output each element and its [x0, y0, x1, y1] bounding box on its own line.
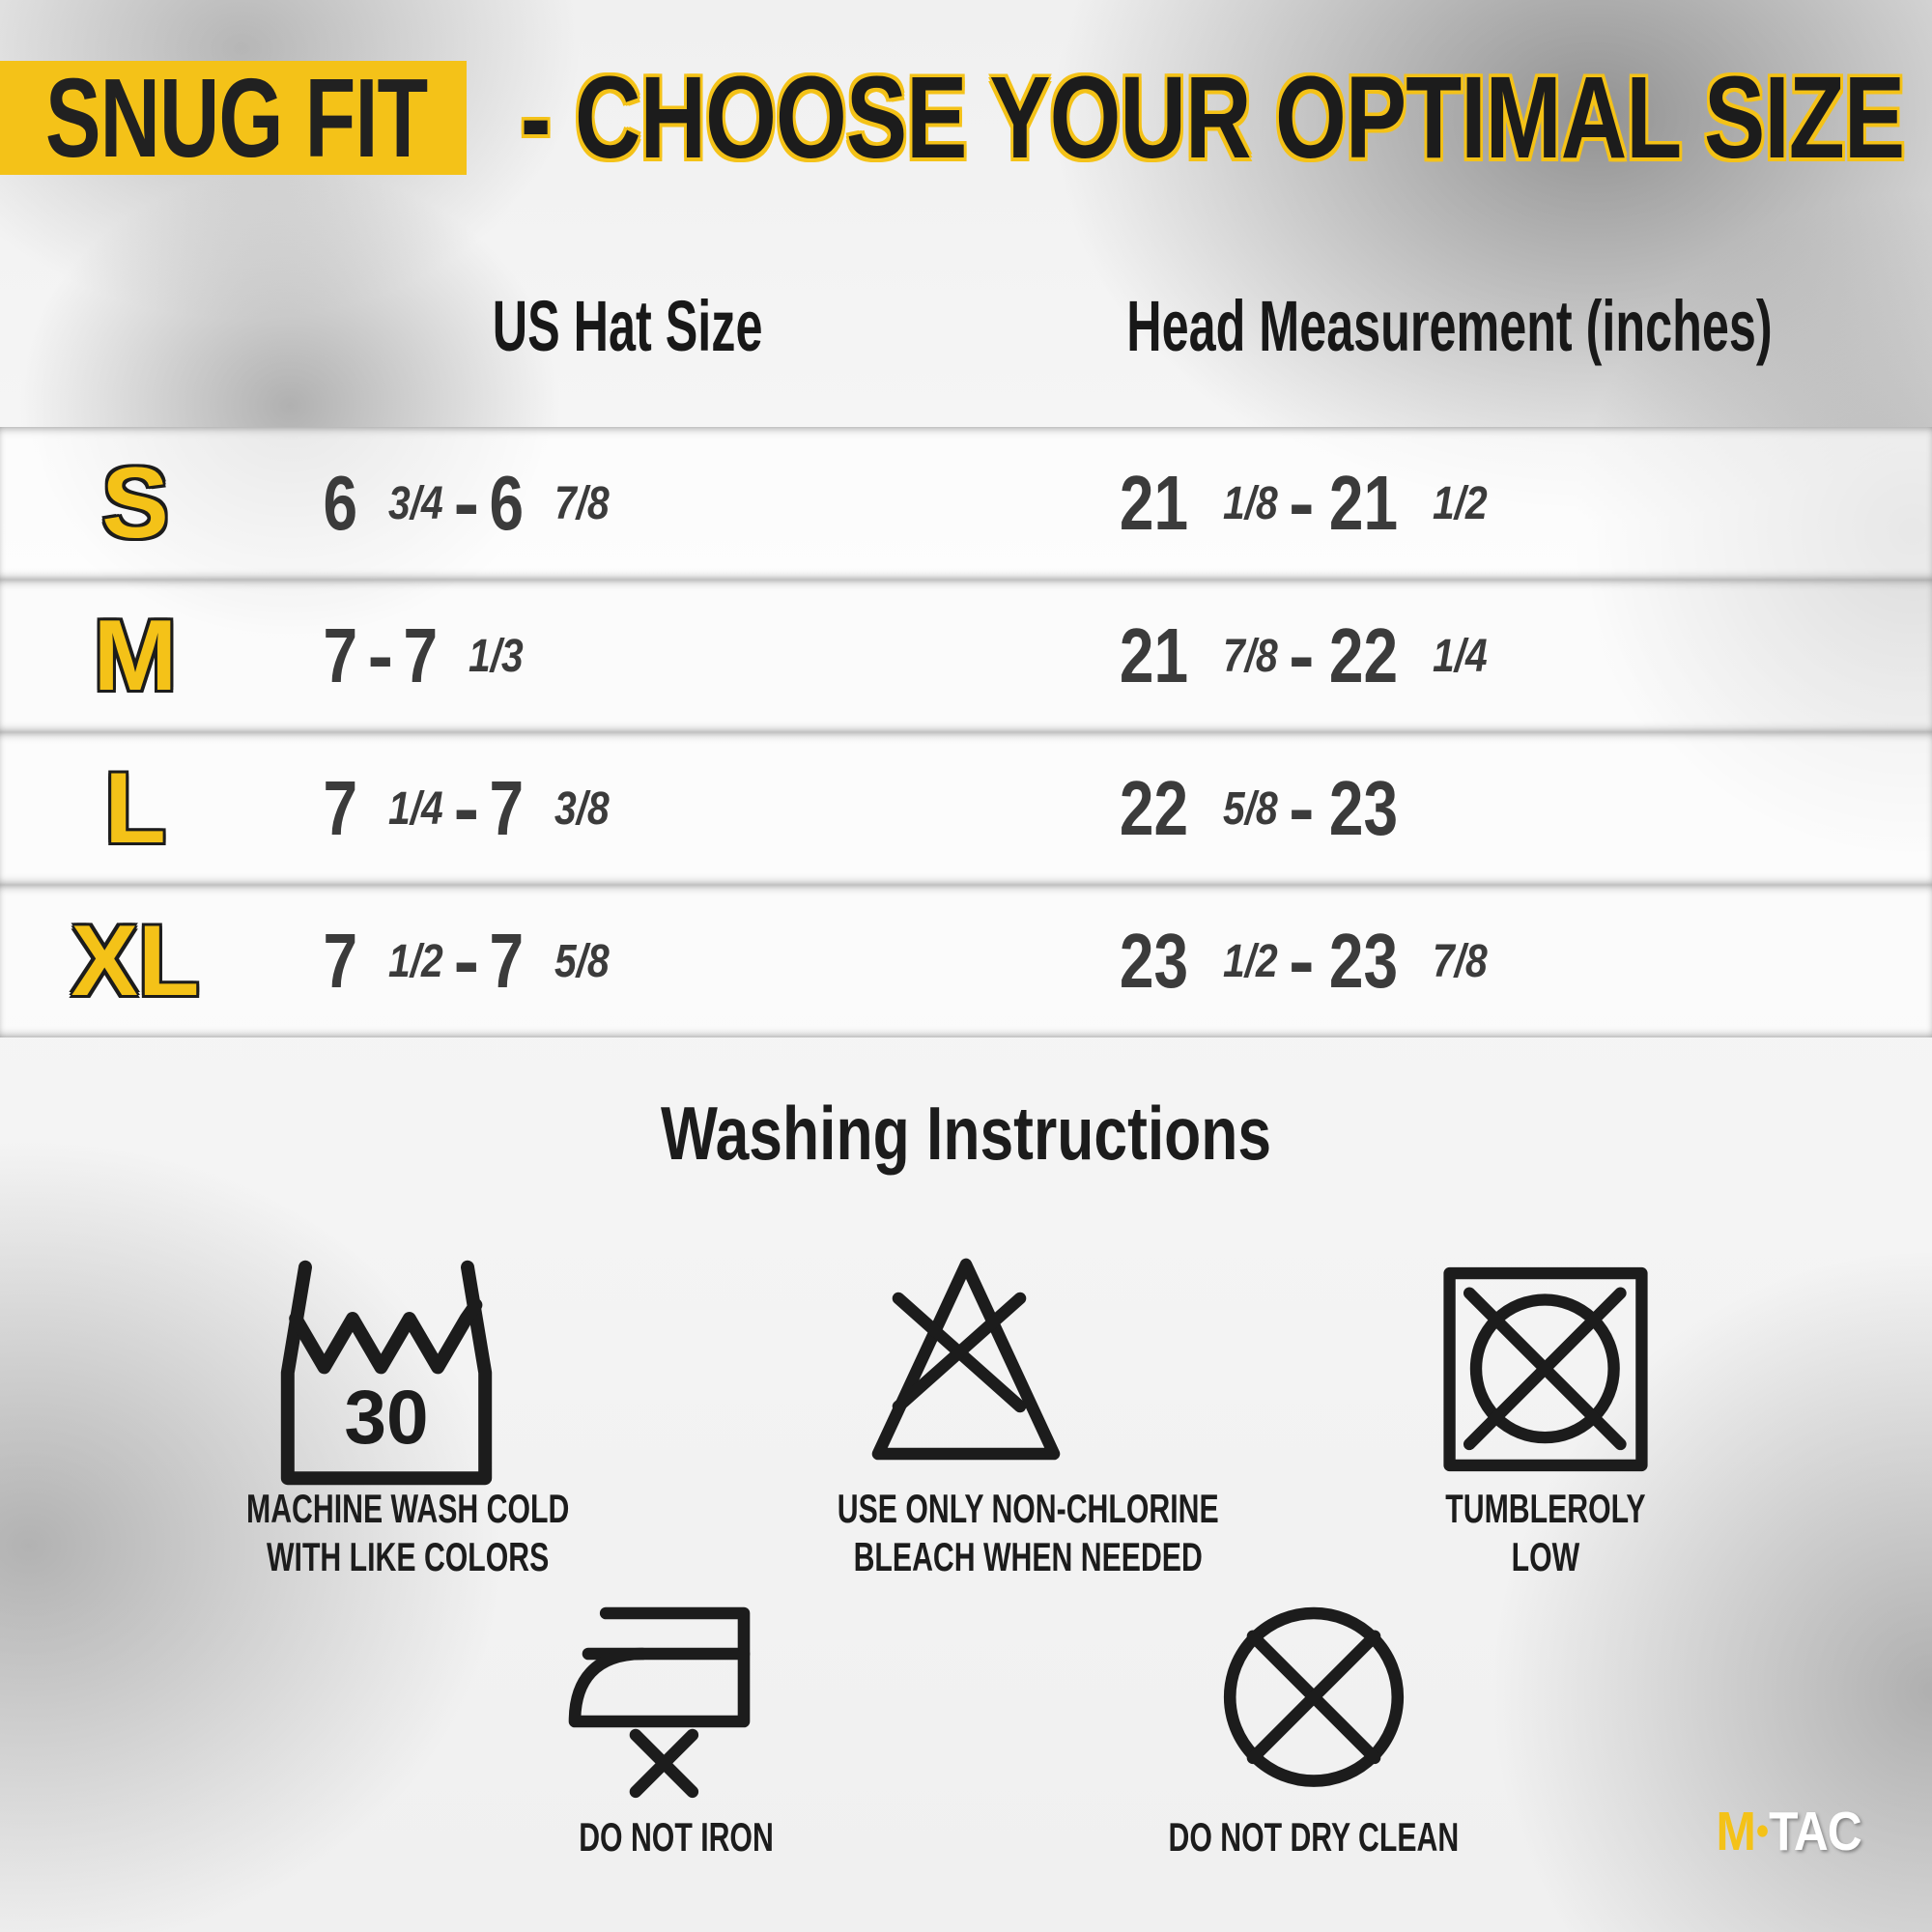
svg-text:30: 30: [344, 1375, 428, 1460]
